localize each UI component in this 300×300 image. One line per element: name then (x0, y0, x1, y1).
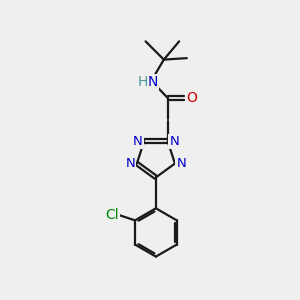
Text: Cl: Cl (106, 208, 119, 222)
Text: N: N (133, 135, 142, 148)
Text: N: N (125, 157, 135, 170)
Text: N: N (148, 75, 158, 89)
Text: H: H (138, 75, 148, 89)
Text: N: N (176, 157, 186, 170)
Text: O: O (186, 91, 197, 105)
Text: N: N (169, 135, 179, 148)
